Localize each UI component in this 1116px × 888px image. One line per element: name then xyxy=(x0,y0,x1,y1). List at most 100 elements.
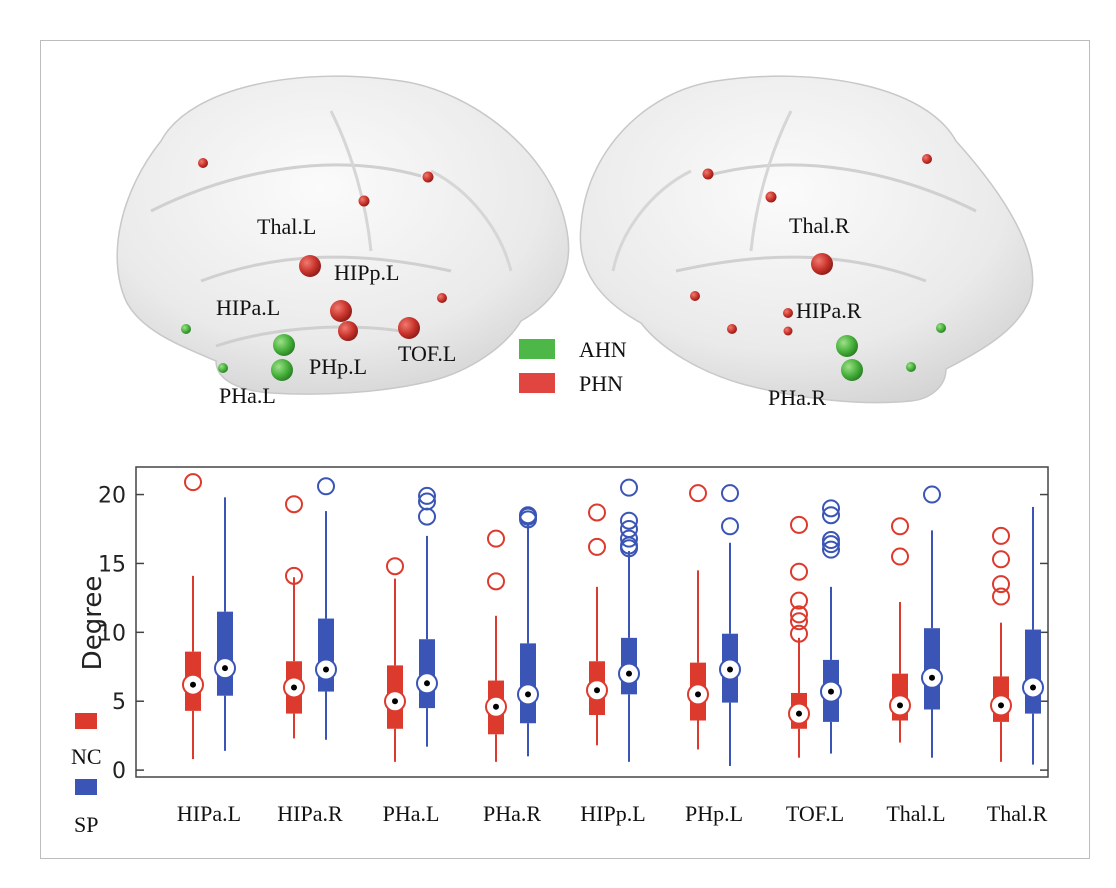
outlier-point xyxy=(822,540,840,559)
outlier-point xyxy=(689,484,707,503)
legend-label-sp: SP xyxy=(74,812,98,837)
outlier-point xyxy=(790,624,808,643)
outlier-point xyxy=(992,550,1010,569)
node-sphere-red xyxy=(198,158,208,168)
outlier-point xyxy=(418,486,436,505)
right-sulcus-1 xyxy=(705,163,977,213)
box-nc xyxy=(283,495,305,739)
node-sphere-red xyxy=(783,308,793,318)
box-nc xyxy=(586,503,608,746)
node-sphere-green xyxy=(906,362,916,372)
outlier-point xyxy=(891,547,909,566)
outlier-point xyxy=(891,517,909,536)
outlier-point xyxy=(519,510,537,529)
category-label: TOF.L xyxy=(786,801,844,826)
figure-svg: Thal.L HIPp.L HIPa.L PHp.L TOF.L PHa.L T… xyxy=(71,75,1049,837)
outlier-point xyxy=(285,566,303,585)
box-nc xyxy=(889,517,911,743)
right-sulcus-4 xyxy=(611,169,692,272)
right-sulcus-3 xyxy=(749,110,793,252)
outlier-point xyxy=(790,605,808,624)
median-dot xyxy=(323,666,329,673)
median-dot xyxy=(594,687,600,694)
region-label: PHa.R xyxy=(768,385,826,410)
category-label: PHa.R xyxy=(483,801,541,826)
node-sphere-pha-r xyxy=(841,359,863,381)
box-nc xyxy=(384,557,406,762)
median-dot xyxy=(796,710,802,717)
median-dot xyxy=(525,691,531,698)
median-dot xyxy=(727,666,733,673)
y-tick-label: 0 xyxy=(112,759,126,784)
left-sulcus-2 xyxy=(200,255,452,283)
box-sp xyxy=(416,486,438,747)
outlier-point xyxy=(620,529,638,548)
outlier-point xyxy=(317,477,335,496)
box-nc xyxy=(182,473,204,760)
node-sphere-hipa-r xyxy=(836,335,858,357)
median-dot xyxy=(424,680,430,687)
y-tick-label: 15 xyxy=(98,552,126,577)
box-nc xyxy=(687,484,709,750)
left-sulcus-1 xyxy=(150,163,422,213)
outlier-point xyxy=(822,506,840,525)
node-sphere-red xyxy=(922,154,932,164)
outlier-point xyxy=(620,511,638,530)
outlier-point xyxy=(418,507,436,526)
median-dot xyxy=(392,698,398,705)
node-sphere-green xyxy=(181,324,191,334)
right-region-labels: Thal.R HIPa.R PHa.R xyxy=(768,213,862,410)
median-dot xyxy=(897,702,903,709)
outlier-point xyxy=(790,562,808,581)
region-label: Thal.L xyxy=(257,214,316,239)
region-label: HIPa.R xyxy=(796,298,862,323)
node-sphere-thal-r xyxy=(811,253,833,275)
region-label: TOF.L xyxy=(398,341,456,366)
box-sp xyxy=(315,477,337,740)
legend-swatch-nc xyxy=(75,713,97,729)
outlier-point xyxy=(992,575,1010,594)
outlier-point xyxy=(822,531,840,550)
x-axis-labels: HIPa.L HIPa.R PHa.L PHa.R HIPp.L PHp.L TOF.L Th… xyxy=(177,801,1048,826)
region-label: Thal.R xyxy=(789,213,850,238)
box-iqr xyxy=(217,611,233,696)
region-label: HIPp.L xyxy=(334,260,399,285)
left-temporal-lobe xyxy=(215,325,402,348)
box-sp xyxy=(820,499,842,754)
category-label: Thal.L xyxy=(886,801,945,826)
category-label: HIPa.L xyxy=(177,801,241,826)
right-brain-surface xyxy=(579,75,1034,404)
left-nodes xyxy=(181,158,447,381)
node-sphere-thal-l xyxy=(299,255,321,277)
median-dot xyxy=(291,684,297,691)
outlier-point xyxy=(588,537,606,556)
box-marks xyxy=(182,473,1044,766)
node-sphere-red xyxy=(765,191,777,203)
outlier-point xyxy=(487,529,505,548)
outlier-point xyxy=(923,485,941,504)
median-dot xyxy=(1030,684,1036,691)
left-sulcus-4 xyxy=(430,169,513,272)
outlier-point xyxy=(620,539,638,558)
y-tick-label: 20 xyxy=(98,484,126,509)
outlier-point xyxy=(721,484,739,503)
outlier-point xyxy=(992,587,1010,606)
y-axis: 0 5 10 15 20 xyxy=(98,484,1048,784)
y-tick-label: 10 xyxy=(98,621,126,646)
outlier-point xyxy=(721,517,739,536)
right-hemisphere xyxy=(579,75,1034,404)
outlier-point xyxy=(184,473,202,492)
brain-legend: AHN PHN xyxy=(519,337,627,396)
legend-label-nc: NC xyxy=(71,744,102,769)
outlier-point xyxy=(822,499,840,518)
legend-label-ahn: AHN xyxy=(579,337,627,362)
node-sphere-red xyxy=(727,324,737,334)
category-label: PHa.L xyxy=(383,801,440,826)
category-label: PHp.L xyxy=(685,801,743,826)
node-sphere-green xyxy=(218,363,228,373)
median-dot xyxy=(929,674,935,681)
box-iqr xyxy=(318,618,334,692)
box-sp xyxy=(214,497,236,751)
left-sulcus-3 xyxy=(329,110,373,252)
legend-swatch-sp xyxy=(75,779,97,795)
